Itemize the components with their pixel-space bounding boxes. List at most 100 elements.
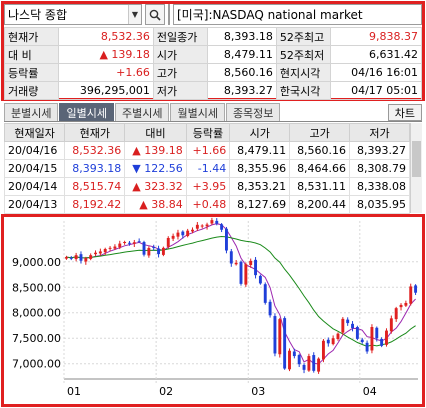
cell-open: 8,127.69	[229, 195, 291, 214]
cell-rate: +3.95	[185, 177, 231, 196]
cell-price: 8,515.74	[64, 177, 126, 196]
column-header[interactable]: 현재일자	[3, 123, 66, 142]
candle-body	[375, 327, 379, 339]
candle-body	[200, 225, 204, 227]
candle-body	[365, 342, 369, 352]
column-header[interactable]: 현재가	[64, 123, 126, 142]
candlestick-chart[interactable]: 9,000.00 8,500.00 8,000.00 7,500.00 7,000.00…	[4, 217, 422, 404]
table-row[interactable]: 20/04/13 8,192.42 ▲ 38.84 +0.48 8,127.69 8,20…	[3, 195, 410, 214]
search-icon	[149, 9, 161, 21]
candle-body	[118, 243, 122, 248]
candle-body	[108, 247, 112, 249]
quote-value: 04/16 16:01	[329, 63, 423, 82]
quote-label: 거래량	[4, 81, 59, 100]
candle-body	[89, 255, 93, 259]
cell-low: 8,338.08	[349, 177, 410, 196]
tab-minute[interactable]: 분별시세	[4, 103, 59, 121]
quote-value: 396,295,001	[58, 81, 154, 100]
quote-table: 현재가 8,532.36 전일종가 8,393.18 52주최고 9,838.37 대 비 ▲…	[4, 27, 423, 100]
candle-body	[268, 301, 272, 316]
x-tick-label: 02	[159, 385, 173, 398]
search-button[interactable]	[145, 4, 165, 25]
candle-body	[123, 241, 127, 243]
quote-row: 등락률 +1.66 고가 8,560.16 현지시각 04/16 16:01	[4, 63, 423, 82]
cell-high: 8,560.16	[289, 141, 351, 160]
scrollbar[interactable]	[410, 123, 422, 213]
cell-high: 8,464.66	[289, 159, 351, 178]
tab-info[interactable]: 종목정보	[225, 103, 281, 121]
candle-body	[171, 235, 175, 239]
candle-body	[69, 257, 73, 259]
candle-body	[399, 304, 403, 308]
candle-body	[389, 318, 393, 332]
table-row[interactable]: 20/04/15 8,393.18 ▼ 122.56 -1.44 8,355.96 8,4…	[3, 159, 410, 178]
candle-body	[181, 231, 185, 236]
column-header[interactable]: 등락률	[185, 123, 231, 142]
cell-price: 8,192.42	[64, 195, 126, 214]
y-tick-label: 9,000.00	[12, 256, 61, 269]
column-header[interactable]: 대비	[124, 123, 187, 142]
candle-body	[147, 248, 151, 256]
cell-rate: -1.44	[185, 159, 231, 178]
candle-body	[103, 248, 107, 253]
candle-body	[113, 246, 117, 249]
cell-open: 8,355.96	[229, 159, 291, 178]
quote-label: 전일종가	[152, 27, 208, 46]
candle-body	[331, 338, 335, 345]
tab-monthly[interactable]: 월별시세	[170, 103, 225, 121]
candle-body	[161, 247, 165, 255]
candle-body	[341, 318, 345, 333]
quote-label: 저가	[152, 81, 208, 100]
scrollbar-thumb[interactable]	[412, 141, 421, 177]
cell-high: 8,531.11	[289, 177, 351, 196]
column-header[interactable]: 저가	[349, 123, 410, 142]
candle-body	[128, 242, 131, 244]
cell-price: 8,532.36	[64, 141, 126, 160]
candle-body	[326, 339, 330, 344]
cell-date: 20/04/16	[3, 141, 66, 160]
cell-open: 8,353.21	[229, 177, 291, 196]
candle-body	[84, 258, 88, 262]
candle-body	[380, 338, 384, 346]
cell-price: 8,393.18	[64, 159, 126, 178]
candle-body	[351, 323, 354, 329]
candle-body	[288, 350, 291, 370]
cell-diff: ▼ 122.56	[124, 159, 187, 178]
candle-body	[312, 355, 316, 371]
quote-label: 현재가	[4, 27, 59, 46]
quote-label: 시가	[152, 45, 208, 64]
y-tick-label: 7,500.00	[12, 332, 61, 345]
column-header[interactable]: 시가	[229, 123, 291, 142]
candle-body	[317, 358, 321, 372]
tab-bar: 분별시세 일별시세 주별시세 월별시세 종목정보 차트	[4, 103, 422, 122]
cell-date: 20/04/14	[3, 177, 66, 196]
quote-value: 8,479.11	[206, 45, 277, 64]
y-tick-label: 7,000.00	[12, 358, 61, 371]
quote-value: 8,393.18	[206, 27, 277, 46]
candle-body	[132, 242, 136, 244]
tab-daily[interactable]: 일별시세	[59, 103, 114, 121]
quote-label: 52주최저	[275, 45, 331, 64]
cell-low: 8,393.27	[349, 141, 410, 160]
candle-body	[283, 318, 287, 369]
candle-body	[263, 284, 267, 303]
quote-label: 현지시각	[275, 63, 331, 82]
index-select[interactable]: 나스닥 종합 ▼	[4, 4, 142, 25]
candle-body	[234, 262, 238, 265]
candle-body	[79, 254, 83, 261]
daily-table: 현재일자 현재가 대비 등락률 시가 고가 저가 20/04/16 8,532.36 ▲ 139…	[3, 123, 410, 214]
candle-body	[152, 247, 156, 249]
candle-body	[157, 248, 161, 255]
table-row[interactable]: 20/04/16 8,532.36 ▲ 139.18 +1.66 8,479.11 8,5…	[3, 141, 410, 160]
cell-low: 8,308.79	[349, 159, 410, 178]
table-row[interactable]: 20/04/14 8,515.74 ▲ 323.32 +3.95 8,353.21 8,5…	[3, 177, 410, 196]
candle-body	[98, 251, 102, 254]
chevron-down-icon[interactable]: ▼	[128, 5, 141, 24]
cell-low: 8,035.95	[349, 195, 410, 214]
x-tick-label: 01	[67, 385, 81, 398]
quote-row: 현재가 8,532.36 전일종가 8,393.18 52주최고 9,838.37	[4, 27, 423, 46]
column-header[interactable]: 고가	[289, 123, 351, 142]
cell-date: 20/04/15	[3, 159, 66, 178]
chart-button[interactable]: 차트	[387, 104, 422, 121]
tab-weekly[interactable]: 주별시세	[114, 103, 170, 121]
